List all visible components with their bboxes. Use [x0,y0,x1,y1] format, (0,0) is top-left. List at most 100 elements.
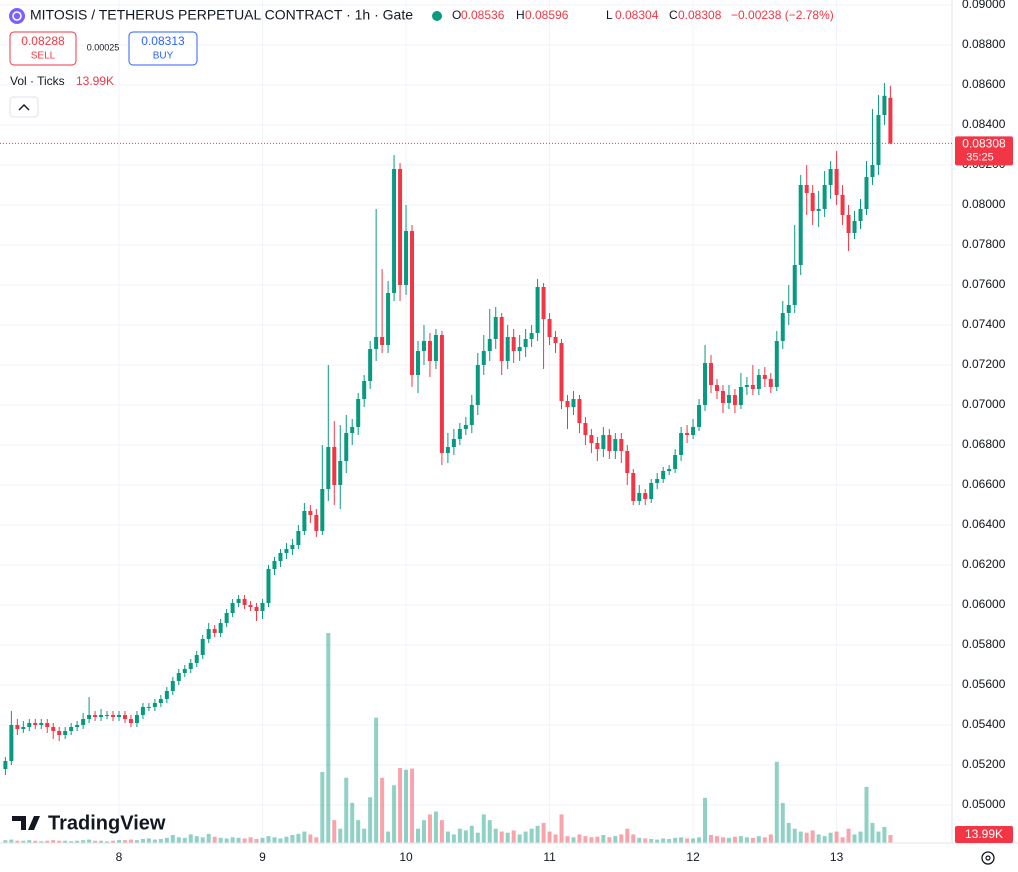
volume-bar [726,837,731,843]
sell-box[interactable] [9,31,77,66]
volume-bar [170,834,175,843]
indicator-name[interactable]: Vol · Ticks [10,74,65,88]
volume-bar [386,831,391,843]
candle-body [637,493,642,501]
candle-body [158,699,163,703]
volume-bar [493,828,498,843]
candle-body [386,293,391,345]
volume-bar [117,840,121,843]
candle-body [457,429,462,439]
volume-bar [410,768,415,843]
ohlc-key: H [516,8,525,22]
candle-body [272,561,277,569]
volume-bar [368,797,373,843]
candle-body [33,723,38,725]
volume-bar [511,830,516,843]
sell-label[interactable]: SELL [31,51,56,62]
volume-bar [93,840,98,843]
y-tick-label: 0.05800 [962,637,1006,651]
candle-body [427,341,432,361]
candle-body [368,349,373,381]
volume-bar [380,777,385,843]
candle-body [697,405,702,427]
volume-bar [517,834,522,843]
volume-bar [230,837,235,843]
candle-body [589,435,594,443]
candle-body [655,479,660,483]
volume-bar [87,839,92,843]
volume-bar [870,822,875,843]
y-tick-label: 0.05200 [962,757,1006,771]
candle-body [242,599,247,605]
volume-bar [834,831,839,843]
y-tick-label: 0.07600 [962,277,1006,291]
volume-bar [254,838,259,843]
volume-bar [792,828,797,843]
volume-bar [362,828,367,843]
buy-button[interactable]: 0.08313 BUY [128,31,198,66]
candle-body [415,351,420,375]
candle-body [882,95,887,115]
sell-button[interactable]: 0.08288 SELL [9,31,77,66]
candle-body [27,723,32,727]
volume-bar [774,761,779,843]
volume-bar [816,834,821,843]
sell-price[interactable]: 0.08288 [21,34,65,48]
settings-icon[interactable] [981,851,995,865]
y-tick-label: 0.05400 [962,717,1006,731]
candle-body [332,447,337,485]
candle-body [852,221,857,233]
candle-body [828,169,833,185]
candle-body [493,317,498,339]
candle-body [218,623,223,633]
volume-bar [463,830,468,843]
volume-bar [272,837,277,843]
volume-bar [577,834,582,843]
volume-bar [415,828,420,843]
volume-bar [57,840,62,843]
volume-bar [332,820,337,843]
market-status[interactable] [432,11,442,21]
volume-bar [146,838,151,843]
volume-bar [619,834,624,843]
candle-body [248,605,253,607]
volume-bar [571,837,576,843]
buy-price[interactable]: 0.08313 [141,34,185,48]
candle-body [714,385,719,391]
volume-bar [714,836,719,843]
candle-body [338,461,343,485]
candle-body [864,177,869,209]
volume-bar [780,802,785,843]
volume-bar [876,831,881,843]
symbol-title[interactable]: MITOSIS / TETHERUS PERPETUAL CONTRACT · … [30,7,413,23]
volume-bar [111,840,116,843]
candle-body [194,655,199,663]
volume-bar [63,840,68,843]
indicator-value: 13.99K [76,74,114,88]
buy-label[interactable]: BUY [153,51,174,62]
volume-bar [188,834,193,843]
ohlc-key: O [452,8,461,22]
buy-box[interactable] [128,31,198,66]
candle-body [463,425,468,429]
collapse-button[interactable] [9,96,39,118]
candle-body [750,385,755,389]
collapse-icon [18,104,30,111]
volume-bar [667,838,672,843]
candle-body [762,375,767,379]
volume-bar [547,831,552,843]
candle-body [631,473,636,501]
candle-body [685,433,690,435]
volume-bar [140,838,145,843]
volume-bar [75,840,80,843]
candle-body [212,629,217,633]
y-tick-label: 0.08000 [962,197,1006,211]
brand-name[interactable]: TradingView [48,812,166,834]
volume-bar [732,836,737,843]
volume-bar [553,834,558,843]
candle-body [732,395,737,405]
y-tick-label: 0.05600 [962,677,1006,691]
volume-label-box [955,826,1013,843]
